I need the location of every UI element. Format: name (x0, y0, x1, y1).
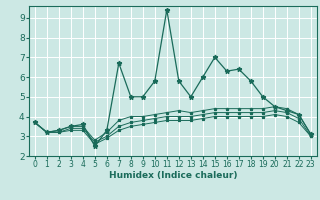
X-axis label: Humidex (Indice chaleur): Humidex (Indice chaleur) (108, 171, 237, 180)
